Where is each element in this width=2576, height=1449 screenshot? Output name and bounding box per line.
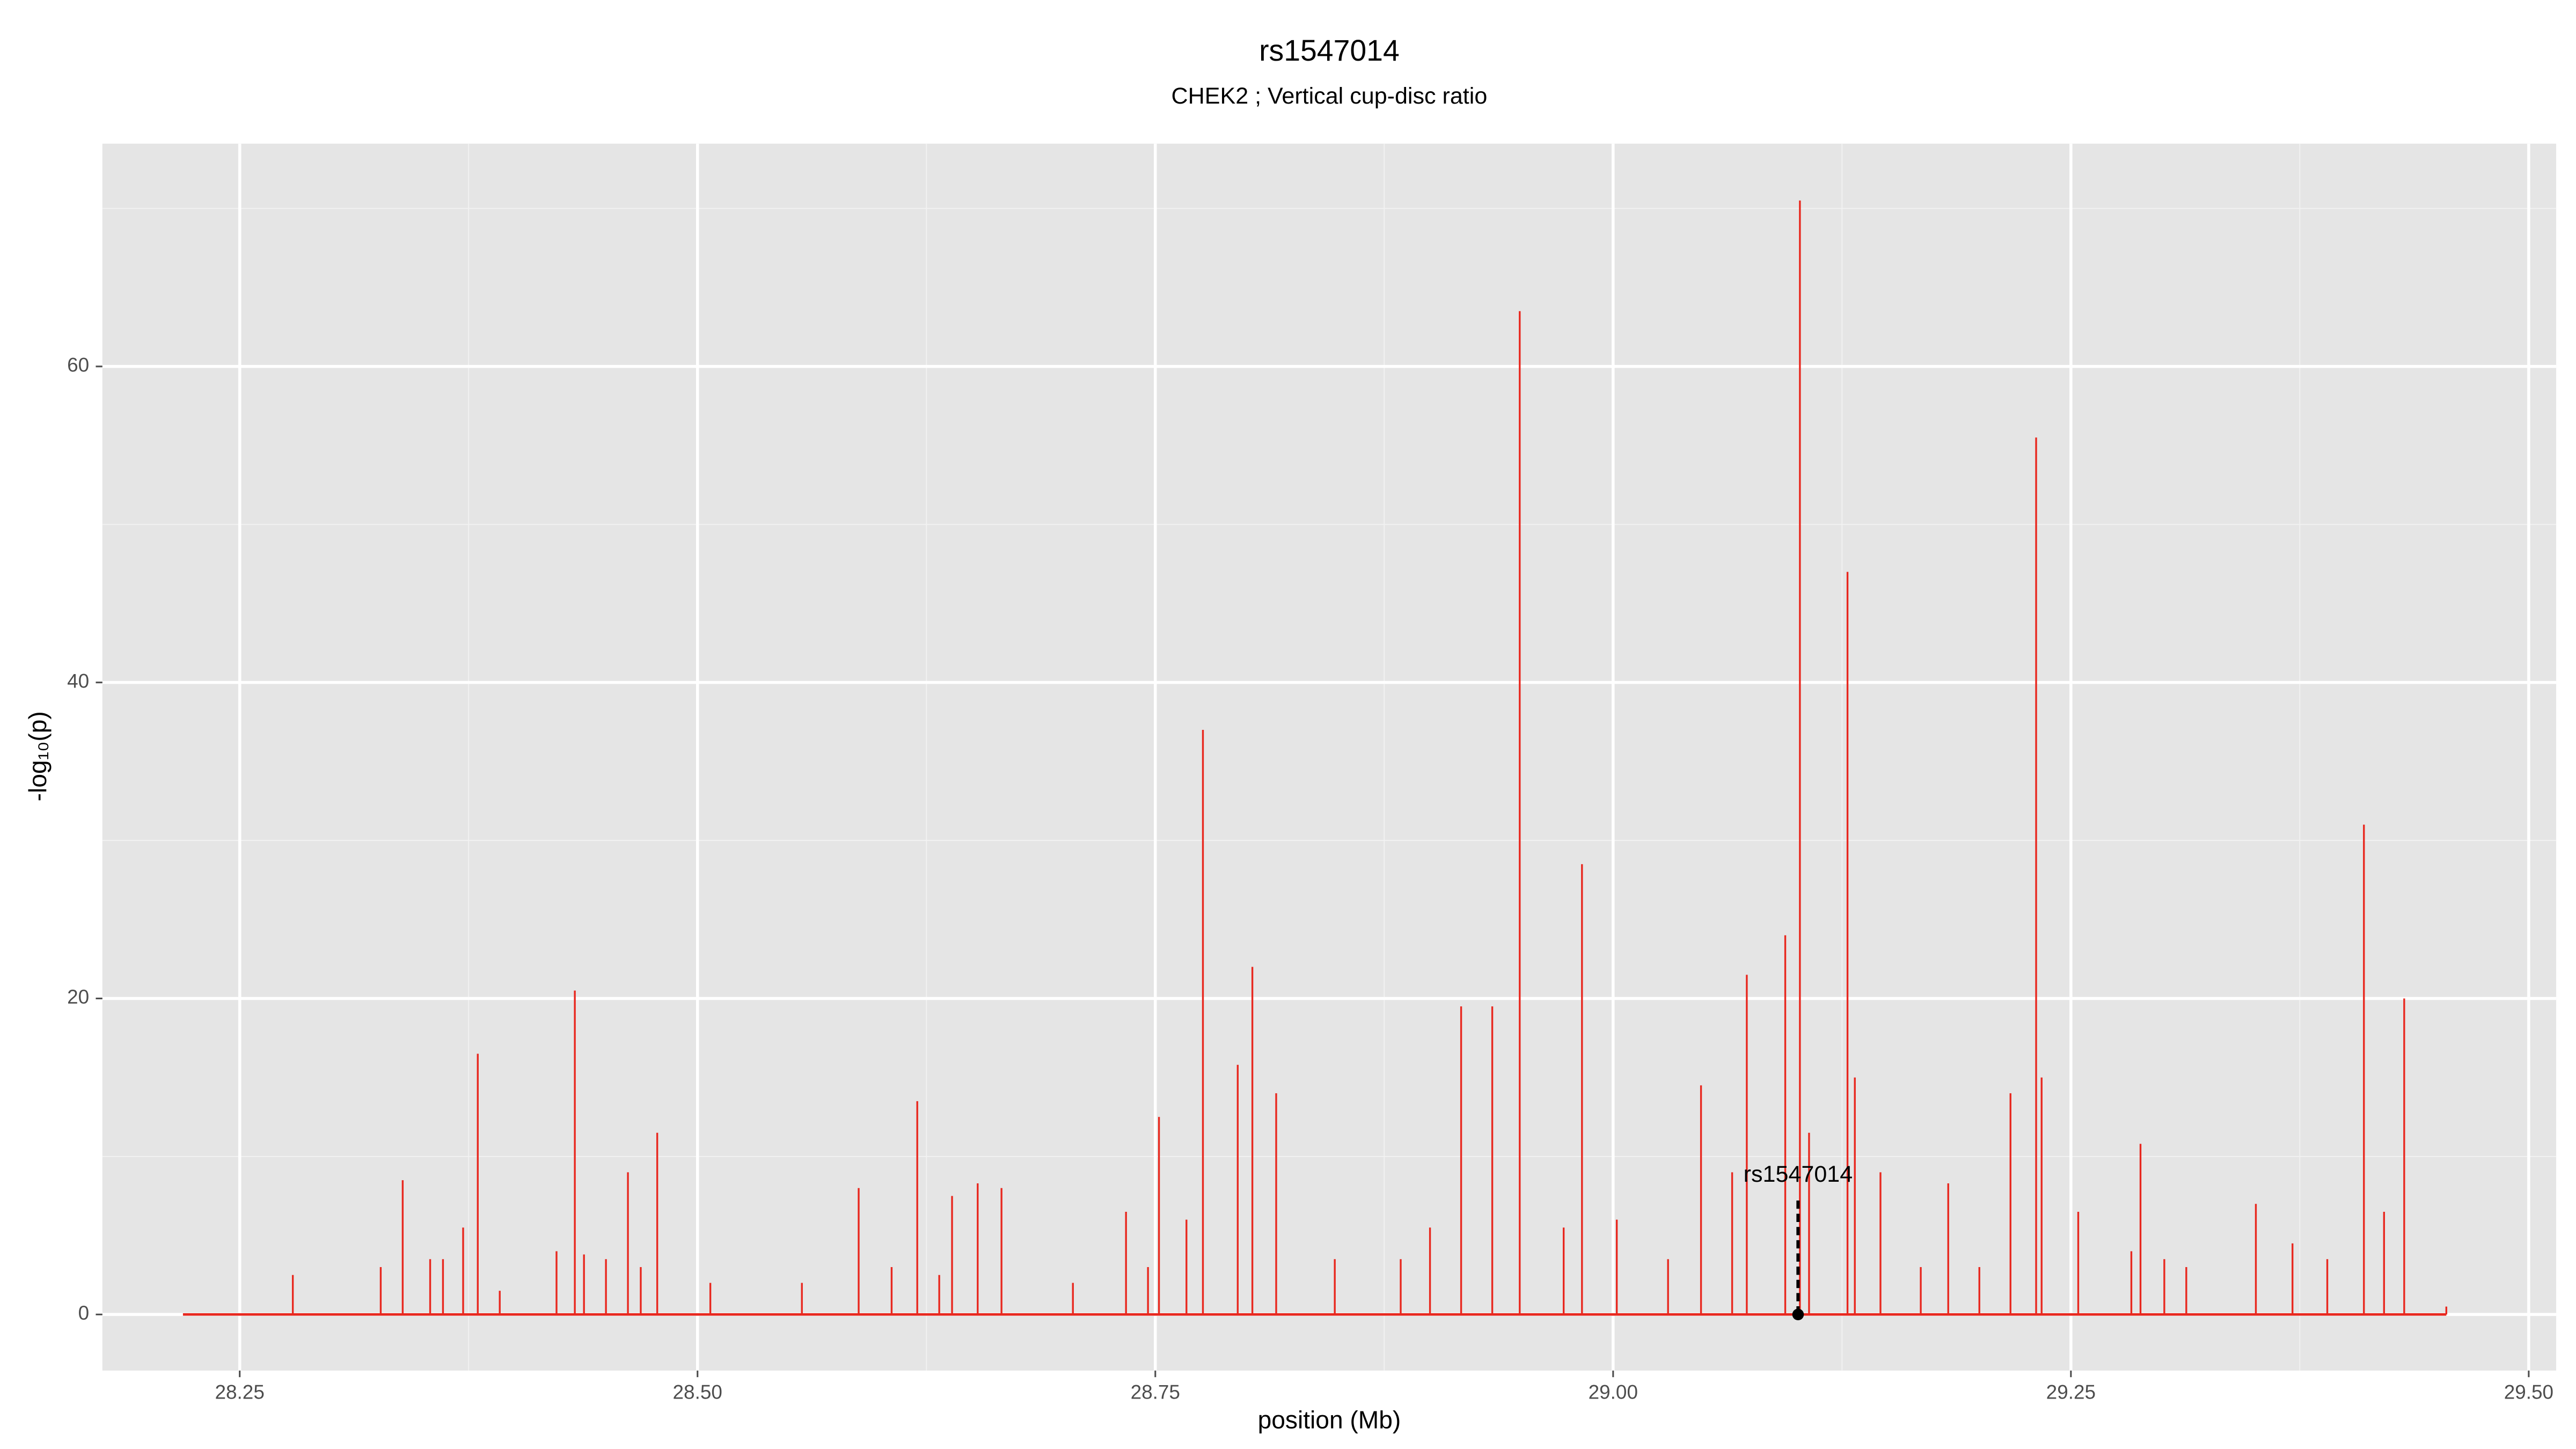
x-tick-label: 29.00	[1589, 1381, 1638, 1403]
x-tick-label: 28.75	[1131, 1381, 1180, 1403]
x-tick-label: 28.50	[673, 1381, 722, 1403]
plot-layer: rs1547014	[102, 143, 2557, 1371]
plot-panel	[102, 143, 2557, 1371]
annotation-point	[1792, 1308, 1804, 1321]
x-tick-label: 28.25	[215, 1381, 265, 1403]
y-tick-label: 0	[78, 1302, 90, 1324]
y-tick-label: 60	[67, 354, 89, 376]
y-tick-label: 20	[67, 986, 89, 1008]
chart-subtitle: CHEK2 ; Vertical cup-disc ratio	[1172, 83, 1488, 109]
x-axis-title: position (Mb)	[1258, 1406, 1401, 1433]
y-axis-title: -log₁₀(p)	[24, 711, 52, 801]
x-tick-label: 29.50	[2504, 1381, 2553, 1403]
x-tick-label: 29.25	[2046, 1381, 2096, 1403]
y-tick-label: 40	[67, 670, 89, 692]
annotation-label: rs1547014	[1744, 1161, 1853, 1187]
chart-title: rs1547014	[1259, 34, 1400, 67]
